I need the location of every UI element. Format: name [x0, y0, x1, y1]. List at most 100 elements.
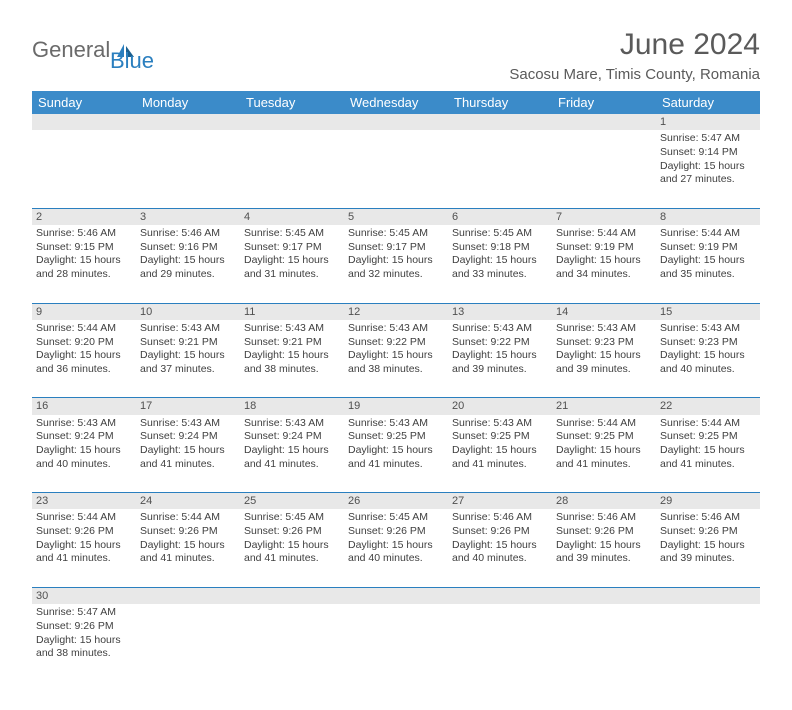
day-cell: Sunrise: 5:43 AMSunset: 9:22 PMDaylight:…: [344, 320, 448, 398]
day-number: 30: [32, 587, 136, 604]
day-cell: Sunrise: 5:45 AMSunset: 9:26 PMDaylight:…: [240, 509, 344, 587]
daylight-line-2: and 36 minutes.: [36, 363, 132, 377]
day-number: 20: [448, 398, 552, 415]
sunset-line: Sunset: 9:25 PM: [556, 430, 652, 444]
daylight-line-1: Daylight: 15 hours: [660, 539, 756, 553]
day-cell: Sunrise: 5:46 AMSunset: 9:16 PMDaylight:…: [136, 225, 240, 303]
sunset-line: Sunset: 9:25 PM: [660, 430, 756, 444]
daylight-line-2: and 41 minutes.: [556, 458, 652, 472]
day-number: 28: [552, 493, 656, 510]
day-cell: Sunrise: 5:43 AMSunset: 9:25 PMDaylight:…: [448, 415, 552, 493]
daylight-line-1: Daylight: 15 hours: [244, 444, 340, 458]
day-cell: [240, 130, 344, 208]
sunrise-line: Sunrise: 5:43 AM: [36, 417, 132, 431]
sunset-line: Sunset: 9:24 PM: [244, 430, 340, 444]
daylight-line-2: and 27 minutes.: [660, 173, 756, 187]
daylight-line-1: Daylight: 15 hours: [36, 444, 132, 458]
sunrise-line: Sunrise: 5:45 AM: [452, 227, 548, 241]
sunset-line: Sunset: 9:24 PM: [36, 430, 132, 444]
day-cell: [32, 130, 136, 208]
weekday-header: Friday: [552, 91, 656, 114]
sunrise-line: Sunrise: 5:43 AM: [244, 417, 340, 431]
day-cell: Sunrise: 5:43 AMSunset: 9:25 PMDaylight:…: [344, 415, 448, 493]
calendar-page: GeneralBlue June 2024 Sacosu Mare, Timis…: [0, 0, 792, 710]
day-cell: Sunrise: 5:44 AMSunset: 9:26 PMDaylight:…: [136, 509, 240, 587]
day-number: [656, 587, 760, 604]
weekday-header: Monday: [136, 91, 240, 114]
sunset-line: Sunset: 9:26 PM: [660, 525, 756, 539]
day-number: 10: [136, 303, 240, 320]
sunset-line: Sunset: 9:26 PM: [244, 525, 340, 539]
day-cell: Sunrise: 5:43 AMSunset: 9:24 PMDaylight:…: [32, 415, 136, 493]
calendar-head: SundayMondayTuesdayWednesdayThursdayFrid…: [32, 91, 760, 114]
daylight-line-1: Daylight: 15 hours: [36, 254, 132, 268]
day-cell: Sunrise: 5:47 AMSunset: 9:14 PMDaylight:…: [656, 130, 760, 208]
sunset-line: Sunset: 9:16 PM: [140, 241, 236, 255]
daylight-line-1: Daylight: 15 hours: [660, 254, 756, 268]
daynum-row: 2345678: [32, 208, 760, 225]
daylight-line-2: and 39 minutes.: [556, 363, 652, 377]
sunset-line: Sunset: 9:25 PM: [348, 430, 444, 444]
day-number: 5: [344, 208, 448, 225]
sunrise-line: Sunrise: 5:47 AM: [36, 606, 132, 620]
weekday-header: Tuesday: [240, 91, 344, 114]
day-number: [552, 587, 656, 604]
day-number: [136, 114, 240, 130]
daylight-line-1: Daylight: 15 hours: [36, 634, 132, 648]
daylight-line-2: and 39 minutes.: [660, 552, 756, 566]
day-number: [448, 587, 552, 604]
logo: GeneralBlue: [32, 28, 138, 72]
sunset-line: Sunset: 9:26 PM: [140, 525, 236, 539]
sunrise-line: Sunrise: 5:43 AM: [140, 322, 236, 336]
day-number: 11: [240, 303, 344, 320]
daylight-line-1: Daylight: 15 hours: [556, 349, 652, 363]
sunset-line: Sunset: 9:19 PM: [660, 241, 756, 255]
day-cell: Sunrise: 5:45 AMSunset: 9:17 PMDaylight:…: [240, 225, 344, 303]
daylight-line-2: and 38 minutes.: [36, 647, 132, 661]
sunset-line: Sunset: 9:18 PM: [452, 241, 548, 255]
sunset-line: Sunset: 9:15 PM: [36, 241, 132, 255]
sunset-line: Sunset: 9:20 PM: [36, 336, 132, 350]
daylight-line-2: and 34 minutes.: [556, 268, 652, 282]
day-number: 16: [32, 398, 136, 415]
daylight-line-2: and 40 minutes.: [660, 363, 756, 377]
sunrise-line: Sunrise: 5:46 AM: [36, 227, 132, 241]
weekday-header: Sunday: [32, 91, 136, 114]
sunset-line: Sunset: 9:26 PM: [556, 525, 652, 539]
sunset-line: Sunset: 9:14 PM: [660, 146, 756, 160]
sunrise-line: Sunrise: 5:43 AM: [452, 417, 548, 431]
sunset-line: Sunset: 9:24 PM: [140, 430, 236, 444]
daylight-line-1: Daylight: 15 hours: [452, 444, 548, 458]
day-number: 21: [552, 398, 656, 415]
week-row: Sunrise: 5:43 AMSunset: 9:24 PMDaylight:…: [32, 415, 760, 493]
day-cell: Sunrise: 5:43 AMSunset: 9:21 PMDaylight:…: [136, 320, 240, 398]
sunset-line: Sunset: 9:26 PM: [348, 525, 444, 539]
day-number: 19: [344, 398, 448, 415]
daylight-line-1: Daylight: 15 hours: [452, 539, 548, 553]
sunrise-line: Sunrise: 5:44 AM: [660, 417, 756, 431]
day-cell: Sunrise: 5:43 AMSunset: 9:24 PMDaylight:…: [240, 415, 344, 493]
daynum-row: 30: [32, 587, 760, 604]
day-number: 23: [32, 493, 136, 510]
day-number: 17: [136, 398, 240, 415]
daylight-line-1: Daylight: 15 hours: [556, 539, 652, 553]
daylight-line-1: Daylight: 15 hours: [348, 254, 444, 268]
day-number: [344, 587, 448, 604]
title-block: June 2024 Sacosu Mare, Timis County, Rom…: [509, 28, 760, 83]
daylight-line-2: and 28 minutes.: [36, 268, 132, 282]
day-cell: Sunrise: 5:44 AMSunset: 9:20 PMDaylight:…: [32, 320, 136, 398]
daylight-line-2: and 40 minutes.: [36, 458, 132, 472]
day-number: 22: [656, 398, 760, 415]
sunset-line: Sunset: 9:26 PM: [36, 620, 132, 634]
sunrise-line: Sunrise: 5:43 AM: [660, 322, 756, 336]
day-cell: [552, 604, 656, 682]
daynum-row: 1: [32, 114, 760, 130]
day-number: 15: [656, 303, 760, 320]
day-cell: Sunrise: 5:43 AMSunset: 9:22 PMDaylight:…: [448, 320, 552, 398]
day-number: [32, 114, 136, 130]
day-cell: Sunrise: 5:47 AMSunset: 9:26 PMDaylight:…: [32, 604, 136, 682]
day-cell: [448, 130, 552, 208]
sunrise-line: Sunrise: 5:47 AM: [660, 132, 756, 146]
day-cell: Sunrise: 5:43 AMSunset: 9:23 PMDaylight:…: [656, 320, 760, 398]
daylight-line-1: Daylight: 15 hours: [452, 349, 548, 363]
